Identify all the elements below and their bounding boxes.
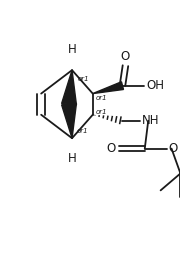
Polygon shape <box>62 104 76 138</box>
Text: or1: or1 <box>96 95 107 101</box>
Text: O: O <box>107 142 116 155</box>
Text: O: O <box>169 142 178 155</box>
Text: or1: or1 <box>77 128 89 134</box>
Polygon shape <box>93 82 123 94</box>
Text: H: H <box>68 43 76 56</box>
Text: or1: or1 <box>96 109 107 115</box>
Text: NH: NH <box>142 114 159 127</box>
Text: O: O <box>121 50 130 63</box>
Text: or1: or1 <box>78 76 90 82</box>
Text: H: H <box>68 152 76 165</box>
Polygon shape <box>62 70 76 105</box>
Text: OH: OH <box>146 79 164 92</box>
